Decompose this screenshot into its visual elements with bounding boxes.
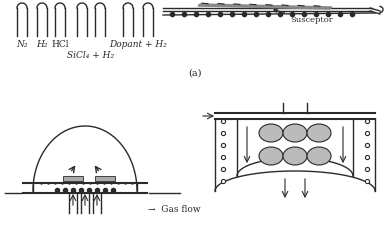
Text: →  Gas flow: → Gas flow bbox=[148, 205, 200, 214]
Bar bbox=[95, 176, 115, 181]
Polygon shape bbox=[198, 5, 332, 10]
Text: N₂: N₂ bbox=[16, 40, 28, 49]
Ellipse shape bbox=[259, 147, 283, 165]
Bar bbox=[63, 176, 83, 181]
Text: (a): (a) bbox=[188, 69, 202, 78]
Text: H₂: H₂ bbox=[36, 40, 48, 49]
Ellipse shape bbox=[283, 147, 307, 165]
Text: Susceptor: Susceptor bbox=[274, 10, 333, 24]
Text: Dopant + H₂: Dopant + H₂ bbox=[109, 40, 167, 49]
Ellipse shape bbox=[259, 125, 283, 142]
Ellipse shape bbox=[307, 147, 331, 165]
Ellipse shape bbox=[307, 125, 331, 142]
Text: SiCl₄ + H₂: SiCl₄ + H₂ bbox=[68, 51, 114, 60]
Text: HCl: HCl bbox=[51, 40, 69, 49]
Ellipse shape bbox=[283, 125, 307, 142]
